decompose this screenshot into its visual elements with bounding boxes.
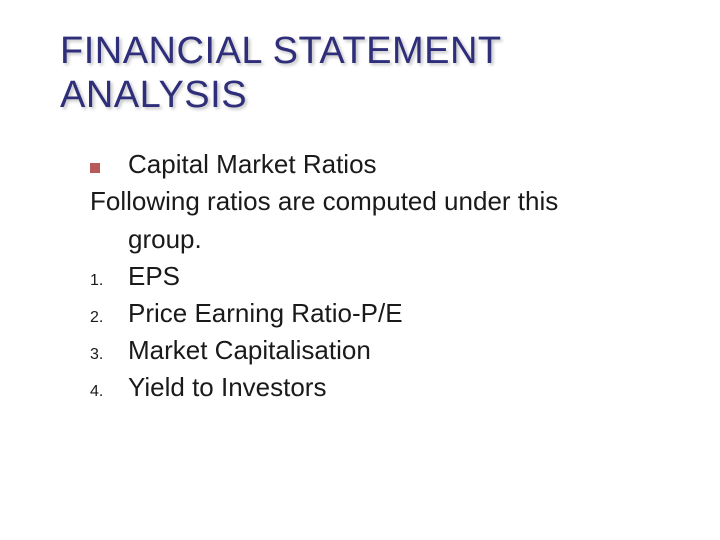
list-number: 3. [90, 346, 128, 364]
list-number: 1. [90, 272, 128, 290]
following-text-line2: group. [90, 222, 680, 257]
list-item: 2. Price Earning Ratio-P/E [90, 296, 680, 331]
bullet-item-row: Capital Market Ratios [90, 147, 680, 182]
list-item-text: Price Earning Ratio-P/E [128, 296, 403, 331]
slide-title: FINANCIAL STATEMENT ANALYSIS [60, 30, 680, 117]
slide-content: Capital Market Ratios Following ratios a… [60, 147, 680, 405]
list-number: 2. [90, 309, 128, 327]
list-item-text: EPS [128, 259, 180, 294]
following-text-line1: Following ratios are computed under this [90, 184, 680, 219]
list-item-text: Yield to Investors [128, 370, 326, 405]
square-bullet-icon [90, 163, 100, 173]
list-item: 4. Yield to Investors [90, 370, 680, 405]
list-item: 1. EPS [90, 259, 680, 294]
list-number: 4. [90, 383, 128, 401]
bullet-item-text: Capital Market Ratios [128, 147, 377, 182]
list-item: 3. Market Capitalisation [90, 333, 680, 368]
list-item-text: Market Capitalisation [128, 333, 371, 368]
